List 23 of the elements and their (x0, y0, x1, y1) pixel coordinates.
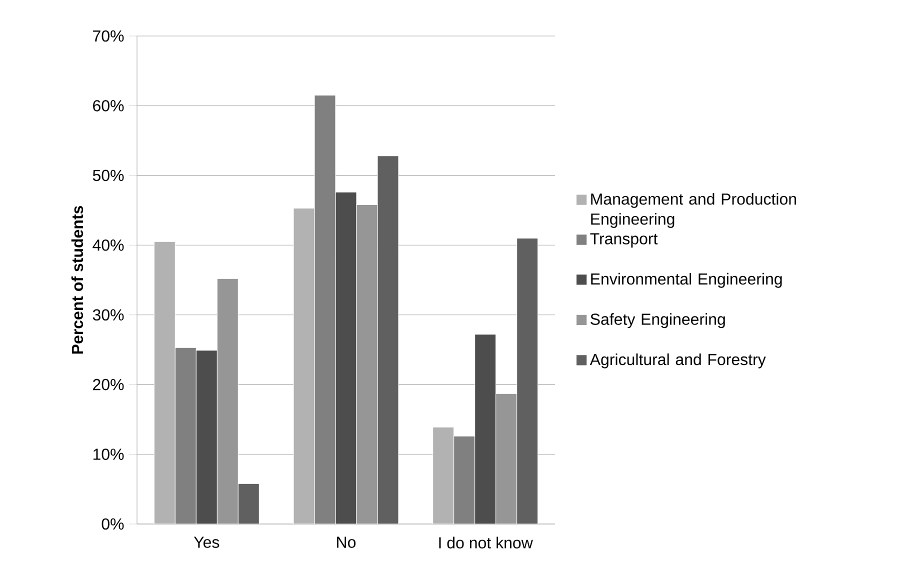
y-axis-title: Percent of students (71, 206, 84, 354)
y-tick-label: 30% (92, 309, 124, 321)
y-tick-label: 70% (93, 30, 124, 42)
y-tick-label: 50% (92, 170, 124, 182)
y-tick-label: 40% (92, 239, 124, 251)
bar (314, 94, 336, 524)
bar (174, 347, 196, 524)
bar (377, 156, 399, 524)
bar (516, 238, 538, 524)
x-tick-label: No (337, 536, 356, 548)
bar (454, 436, 476, 524)
legend-label: Management and Production Engineering (591, 192, 796, 228)
legend-label: Safety Engineering (590, 313, 725, 328)
y-tick-label: 10% (93, 448, 124, 460)
x-tick-label: I do not know (439, 536, 533, 548)
x-tick-label: Yes (194, 536, 220, 548)
legend-label: Agricultural and Forestry (590, 353, 766, 368)
bar (238, 483, 260, 524)
y-tick-label: 20% (93, 378, 124, 390)
y-tick-label: 0% (102, 518, 124, 530)
legend-label: Transport (590, 233, 658, 248)
y-tick-label: 60% (93, 100, 124, 112)
legend-label: Environmental Engineering (591, 272, 782, 288)
